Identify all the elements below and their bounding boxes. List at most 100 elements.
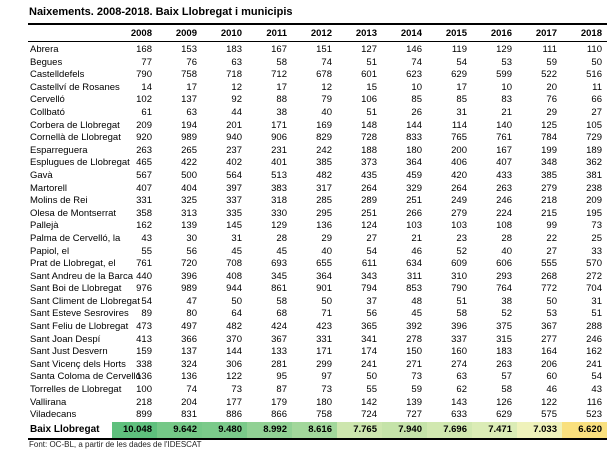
value-cell: 629 xyxy=(451,69,467,81)
value-cell: 153 xyxy=(181,44,197,55)
value-cell: 758 xyxy=(181,69,197,81)
value-cell: 473 xyxy=(136,321,152,333)
value-cell: 238 xyxy=(586,182,602,194)
value-cell: 129 xyxy=(496,44,512,55)
value-cell: 43 xyxy=(591,384,602,396)
value-cell: 289 xyxy=(361,195,377,207)
value-cell: 80 xyxy=(186,308,197,320)
value-cell: 64 xyxy=(231,308,242,320)
value-cell: 62 xyxy=(456,384,467,396)
table-row: Esplugues de Llobregat 465 422 402 401 385 373… xyxy=(28,157,607,170)
value-cell: 167 xyxy=(271,44,287,55)
value-cell: 623 xyxy=(406,69,422,81)
municipality-label: Castellví de Rosanes xyxy=(30,81,120,93)
value-cell: 375 xyxy=(496,321,512,333)
value-cell: 183 xyxy=(226,44,242,55)
table-row: Esparreguera 263 265 237 231 242 188 180 200 167 1… xyxy=(28,145,607,158)
value-cell: 177 xyxy=(226,396,242,408)
value-cell: 310 xyxy=(451,270,467,282)
table-row: Sant Esteve Sesrovires 89 80 64 68 71 56 45 58 52… xyxy=(28,308,607,321)
value-cell: 224 xyxy=(496,207,512,219)
value-cell: 17 xyxy=(276,81,287,93)
value-cell: 89 xyxy=(141,308,152,320)
table-row: Pallejà 162 139 145 129 136 124 103 103 108 99 73 xyxy=(28,220,607,233)
value-cell: 920 xyxy=(136,132,152,144)
value-cell: 404 xyxy=(181,182,197,194)
value-cell: 317 xyxy=(316,182,332,194)
value-cell: 288 xyxy=(586,321,602,333)
value-cell: 87 xyxy=(276,384,287,396)
total-value-cell: 9.642 xyxy=(157,421,202,439)
value-cell: 58 xyxy=(276,56,287,68)
value-cell: 367 xyxy=(541,321,557,333)
value-cell: 523 xyxy=(586,409,602,421)
value-cell: 50 xyxy=(366,371,377,383)
value-cell: 784 xyxy=(541,132,557,144)
value-cell: 85 xyxy=(411,94,422,106)
value-cell: 54 xyxy=(456,56,467,68)
value-cell: 482 xyxy=(316,169,332,181)
value-cell: 162 xyxy=(136,220,152,232)
value-cell: 727 xyxy=(406,409,422,421)
total-value-cell: 7.940 xyxy=(382,421,427,439)
value-cell: 46 xyxy=(411,245,422,257)
value-cell: 712 xyxy=(271,69,287,81)
value-cell: 271 xyxy=(406,358,422,370)
value-cell: 693 xyxy=(271,258,287,270)
table-row: Cervelló 102 137 92 88 79 106 85 85 83 76 66 xyxy=(28,94,607,107)
value-cell: 728 xyxy=(361,132,377,144)
value-cell: 944 xyxy=(226,283,242,295)
municipality-label: Sant Andreu de la Barca xyxy=(30,270,133,282)
value-cell: 27 xyxy=(546,245,557,257)
value-cell: 83 xyxy=(501,94,512,106)
value-cell: 58 xyxy=(276,295,287,307)
value-cell: 366 xyxy=(181,333,197,345)
value-cell: 500 xyxy=(181,169,197,181)
value-cell: 237 xyxy=(226,144,242,156)
year-header: 2013 xyxy=(337,24,382,42)
value-cell: 831 xyxy=(181,409,197,421)
value-cell: 74 xyxy=(411,56,422,68)
value-cell: 251 xyxy=(406,195,422,207)
value-cell: 63 xyxy=(231,56,242,68)
value-cell: 396 xyxy=(451,321,467,333)
value-cell: 704 xyxy=(586,283,602,295)
value-cell: 251 xyxy=(361,207,377,219)
municipality-label: Abrera xyxy=(30,44,59,55)
value-cell: 73 xyxy=(591,220,602,232)
value-cell: 423 xyxy=(316,321,332,333)
value-cell: 136 xyxy=(316,220,332,232)
value-cell: 160 xyxy=(451,346,467,358)
value-cell: 28 xyxy=(276,232,287,244)
value-cell: 385 xyxy=(541,169,557,181)
value-cell: 761 xyxy=(136,258,152,270)
value-cell: 56 xyxy=(366,308,377,320)
value-cell: 708 xyxy=(226,258,242,270)
value-cell: 136 xyxy=(136,371,152,383)
value-cell: 246 xyxy=(586,333,602,345)
table-row: Gavà 567 500 564 513 482 435 459 420 433 385 381 xyxy=(28,170,607,183)
value-cell: 116 xyxy=(586,396,602,408)
value-cell: 51 xyxy=(366,106,377,118)
value-cell: 45 xyxy=(276,245,287,257)
value-cell: 440 xyxy=(136,270,152,282)
value-cell: 142 xyxy=(361,396,377,408)
value-cell: 73 xyxy=(231,384,242,396)
value-cell: 133 xyxy=(271,346,287,358)
value-cell: 764 xyxy=(496,283,512,295)
value-cell: 21 xyxy=(501,106,512,118)
value-cell: 306 xyxy=(226,358,242,370)
municipality-label: Castelldefels xyxy=(30,69,85,81)
value-cell: 169 xyxy=(316,119,332,131)
total-value-cell: 8.616 xyxy=(292,421,337,439)
births-table: 2008 2009 2010 2011 2012 2013 2014 2015 2016 2017… xyxy=(28,23,607,440)
total-value-cell: 9.480 xyxy=(202,421,247,439)
table-row: Martorell 407 404 397 383 317 264 329 264 263 279 2… xyxy=(28,183,607,196)
value-cell: 150 xyxy=(406,346,422,358)
value-cell: 263 xyxy=(136,144,152,156)
value-cell: 940 xyxy=(226,132,242,144)
value-cell: 179 xyxy=(271,396,287,408)
value-cell: 655 xyxy=(316,258,332,270)
value-cell: 513 xyxy=(271,169,287,181)
value-cell: 12 xyxy=(321,81,332,93)
